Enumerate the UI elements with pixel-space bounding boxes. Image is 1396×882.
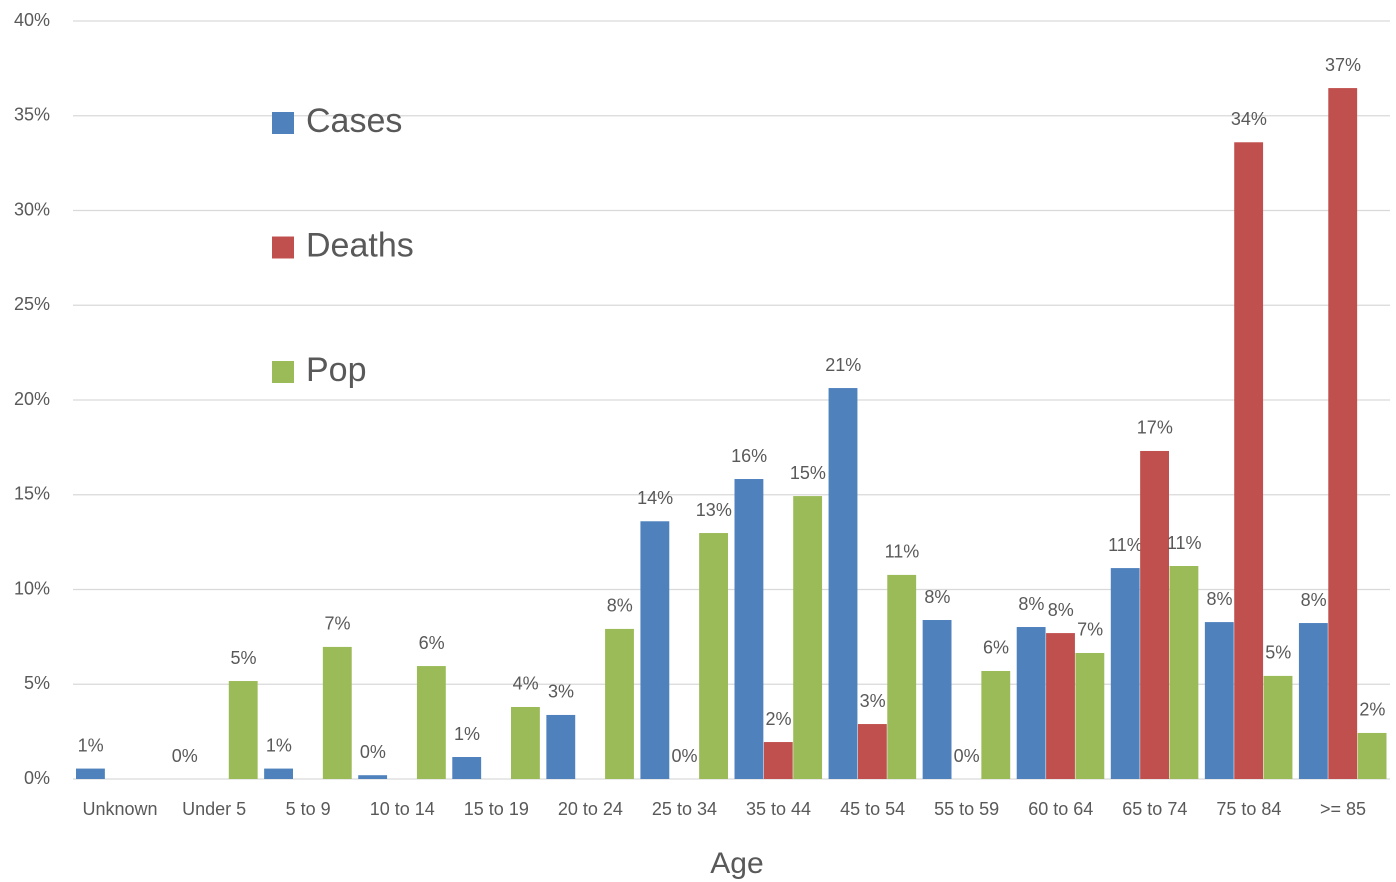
x-tick-label: 25 to 34	[652, 799, 717, 819]
x-tick-label: >= 85	[1320, 799, 1366, 819]
data-label: 0%	[671, 746, 697, 766]
bar	[981, 670, 1011, 779]
data-label: 0%	[172, 746, 198, 766]
data-label: 6%	[419, 633, 445, 653]
data-label: 1%	[78, 735, 104, 755]
x-tick-label: Unknown	[83, 799, 158, 819]
bar	[452, 757, 482, 779]
legend-label: Pop	[306, 351, 367, 389]
y-tick-label: 35%	[14, 105, 50, 125]
data-label: 17%	[1137, 418, 1173, 438]
data-label: 3%	[860, 691, 886, 711]
y-tick-label: 30%	[14, 199, 50, 219]
legend-swatch	[272, 236, 294, 259]
bar	[922, 620, 952, 779]
data-label: 1%	[266, 735, 292, 755]
bar	[1204, 622, 1234, 779]
bar	[1234, 142, 1264, 779]
bar	[358, 775, 388, 779]
bar	[763, 742, 793, 779]
data-label: 8%	[1301, 590, 1327, 610]
data-label: 16%	[731, 446, 767, 466]
bar	[828, 388, 858, 779]
legend-label: Deaths	[306, 226, 414, 264]
bar	[76, 768, 105, 779]
data-label: 5%	[230, 648, 256, 668]
bar	[1298, 623, 1328, 779]
data-label: 7%	[325, 614, 351, 634]
bar	[1016, 627, 1046, 779]
data-label: 11%	[1108, 535, 1143, 555]
data-label: 8%	[1207, 589, 1233, 609]
data-label: 2%	[1359, 700, 1385, 720]
data-label: 34%	[1231, 109, 1267, 129]
bar	[322, 646, 352, 779]
data-label: 21%	[825, 355, 861, 375]
legend-swatch	[272, 361, 294, 383]
bar	[1140, 450, 1169, 779]
bar	[605, 628, 634, 779]
x-tick-label: 5 to 9	[286, 799, 331, 819]
data-label: 8%	[607, 596, 633, 616]
data-label: 37%	[1325, 55, 1361, 75]
bar	[228, 681, 258, 779]
y-tick-label: 15%	[14, 484, 50, 504]
data-label: 13%	[696, 500, 732, 520]
data-label: 8%	[1048, 600, 1074, 620]
data-label: 6%	[983, 638, 1009, 658]
bar	[1263, 675, 1293, 779]
bar	[511, 706, 540, 779]
data-label: 4%	[513, 674, 539, 694]
bar	[1075, 652, 1105, 779]
bar	[734, 479, 764, 779]
x-axis-title: Age	[710, 847, 763, 880]
y-tick-label: 0%	[24, 768, 50, 788]
y-tick-label: 10%	[14, 578, 50, 598]
bar	[546, 714, 576, 779]
bar	[416, 666, 446, 779]
legend-label: Cases	[306, 102, 402, 140]
data-label: 0%	[954, 746, 980, 766]
data-label: 7%	[1077, 620, 1103, 640]
bar	[793, 496, 823, 779]
x-tick-label: 55 to 59	[934, 799, 999, 819]
bar	[887, 574, 917, 779]
data-label: 14%	[637, 488, 673, 508]
y-tick-label: 20%	[14, 389, 50, 409]
x-tick-label: 20 to 24	[558, 799, 623, 819]
bar	[1110, 568, 1140, 779]
data-label: 0%	[360, 742, 386, 762]
bar	[1046, 633, 1075, 779]
x-tick-label: 15 to 19	[464, 799, 529, 819]
x-tick-label: 10 to 14	[370, 799, 435, 819]
bar	[1328, 88, 1358, 779]
y-tick-label: 40%	[14, 10, 50, 30]
x-tick-label: Under 5	[182, 799, 246, 819]
x-tick-label: 75 to 84	[1216, 799, 1281, 819]
x-tick-label: 35 to 44	[746, 799, 811, 819]
legend-swatch	[272, 112, 294, 134]
bar	[857, 724, 887, 779]
data-label: 15%	[790, 463, 826, 483]
data-label: 8%	[1018, 594, 1044, 614]
data-label: 1%	[454, 724, 480, 744]
x-tick-label: 60 to 64	[1028, 799, 1093, 819]
y-tick-label: 5%	[24, 673, 50, 693]
y-tick-label: 25%	[14, 294, 50, 314]
bar	[1357, 732, 1387, 779]
bar	[264, 768, 293, 779]
data-label: 8%	[924, 587, 950, 607]
data-label: 2%	[766, 709, 792, 729]
x-tick-label: 45 to 54	[840, 799, 905, 819]
bar	[1169, 566, 1199, 779]
data-label: 11%	[885, 542, 920, 562]
data-label: 3%	[548, 682, 574, 702]
x-tick-label: 65 to 74	[1122, 799, 1187, 819]
bar	[699, 533, 728, 779]
data-label: 11%	[1167, 533, 1202, 553]
bar	[640, 521, 670, 779]
data-label: 5%	[1265, 643, 1291, 663]
